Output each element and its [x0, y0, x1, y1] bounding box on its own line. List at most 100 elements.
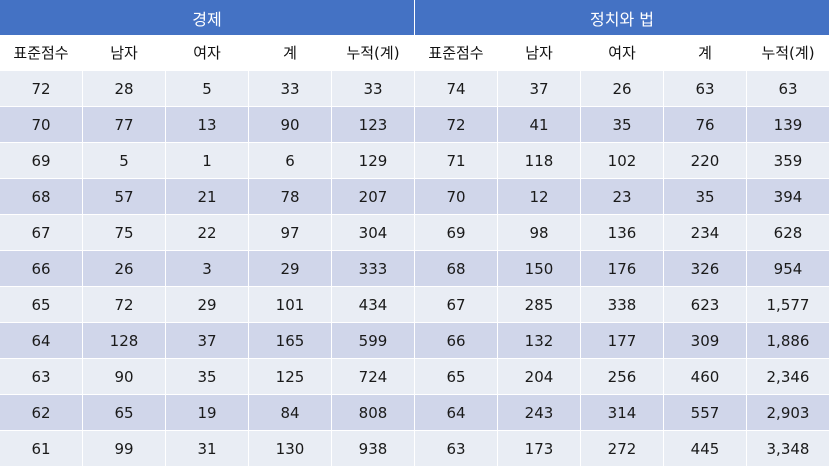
- table-cell: 37: [166, 323, 249, 359]
- table-cell: 69: [0, 143, 83, 179]
- table-cell: 557: [664, 395, 747, 431]
- table-cell: 139: [747, 107, 830, 143]
- table-cell: 64: [0, 323, 83, 359]
- table-cell: 63: [664, 71, 747, 107]
- table-cell: 938: [332, 431, 415, 467]
- table-cell: 359: [747, 143, 830, 179]
- table-cell: 78: [249, 179, 332, 215]
- table-cell: 243: [498, 395, 581, 431]
- table-cell: 72: [415, 107, 498, 143]
- table-cell: 118: [498, 143, 581, 179]
- table-cell: 68: [0, 179, 83, 215]
- table-cell: 234: [664, 215, 747, 251]
- table-cell: 37: [498, 71, 581, 107]
- table-cell: 5: [166, 71, 249, 107]
- column-header: 표준점수: [0, 36, 83, 71]
- table-cell: 102: [581, 143, 664, 179]
- table-cell: 65: [415, 359, 498, 395]
- table-cell: 285: [498, 287, 581, 323]
- table-cell: 220: [664, 143, 747, 179]
- table-cell: 77: [83, 107, 166, 143]
- table-cell: 309: [664, 323, 747, 359]
- column-header: 누적(계): [332, 36, 415, 71]
- table-cell: 101: [249, 287, 332, 323]
- table-cell: 6: [249, 143, 332, 179]
- group-header-politics-law: 정치와 법: [415, 0, 830, 36]
- table-cell: 57: [83, 179, 166, 215]
- table-cell: 72: [0, 71, 83, 107]
- table-cell: 22: [166, 215, 249, 251]
- table-cell: 1: [166, 143, 249, 179]
- table-cell: 63: [747, 71, 830, 107]
- table-cell: 35: [166, 359, 249, 395]
- table-cell: 129: [332, 143, 415, 179]
- table-cell: 33: [249, 71, 332, 107]
- table-cell: 207: [332, 179, 415, 215]
- table-cell: 62: [0, 395, 83, 431]
- table-cell: 333: [332, 251, 415, 287]
- table-cell: 165: [249, 323, 332, 359]
- table-cell: 90: [83, 359, 166, 395]
- table-cell: 326: [664, 251, 747, 287]
- table-cell: 314: [581, 395, 664, 431]
- table-cell: 64: [415, 395, 498, 431]
- table-cell: 67: [415, 287, 498, 323]
- table-cell: 173: [498, 431, 581, 467]
- table-cell: 2,903: [747, 395, 830, 431]
- table-cell: 5: [83, 143, 166, 179]
- table-cell: 434: [332, 287, 415, 323]
- table-cell: 13: [166, 107, 249, 143]
- table-cell: 724: [332, 359, 415, 395]
- table-cell: 65: [83, 395, 166, 431]
- table-cell: 41: [498, 107, 581, 143]
- table-cell: 65: [0, 287, 83, 323]
- table-cell: 394: [747, 179, 830, 215]
- table-cell: 76: [664, 107, 747, 143]
- column-header: 계: [249, 36, 332, 71]
- table-cell: 66: [0, 251, 83, 287]
- table-cell: 67: [0, 215, 83, 251]
- column-header: 여자: [581, 36, 664, 71]
- table-cell: 623: [664, 287, 747, 323]
- table-cell: 176: [581, 251, 664, 287]
- table-cell: 84: [249, 395, 332, 431]
- table-cell: 28: [83, 71, 166, 107]
- table-cell: 74: [415, 71, 498, 107]
- table-cell: 136: [581, 215, 664, 251]
- table-cell: 460: [664, 359, 747, 395]
- table-cell: 63: [0, 359, 83, 395]
- table-cell: 204: [498, 359, 581, 395]
- table-cell: 3,348: [747, 431, 830, 467]
- table-cell: 69: [415, 215, 498, 251]
- table-cell: 68: [415, 251, 498, 287]
- table-cell: 1,886: [747, 323, 830, 359]
- table-cell: 256: [581, 359, 664, 395]
- column-header: 남자: [83, 36, 166, 71]
- table-cell: 70: [415, 179, 498, 215]
- table-cell: 128: [83, 323, 166, 359]
- table-cell: 99: [83, 431, 166, 467]
- table-cell: 125: [249, 359, 332, 395]
- table-cell: 628: [747, 215, 830, 251]
- table-cell: 954: [747, 251, 830, 287]
- table-cell: 29: [166, 287, 249, 323]
- column-header: 여자: [166, 36, 249, 71]
- table-cell: 72: [83, 287, 166, 323]
- table-cell: 70: [0, 107, 83, 143]
- table-cell: 177: [581, 323, 664, 359]
- table-cell: 808: [332, 395, 415, 431]
- table-cell: 272: [581, 431, 664, 467]
- table-cell: 123: [332, 107, 415, 143]
- table-cell: 61: [0, 431, 83, 467]
- table-cell: 35: [664, 179, 747, 215]
- table-cell: 33: [332, 71, 415, 107]
- table-cell: 338: [581, 287, 664, 323]
- table-cell: 19: [166, 395, 249, 431]
- table-cell: 63: [415, 431, 498, 467]
- table-cell: 21: [166, 179, 249, 215]
- table-cell: 150: [498, 251, 581, 287]
- column-header: 누적(계): [747, 36, 830, 71]
- table-cell: 304: [332, 215, 415, 251]
- table-cell: 23: [581, 179, 664, 215]
